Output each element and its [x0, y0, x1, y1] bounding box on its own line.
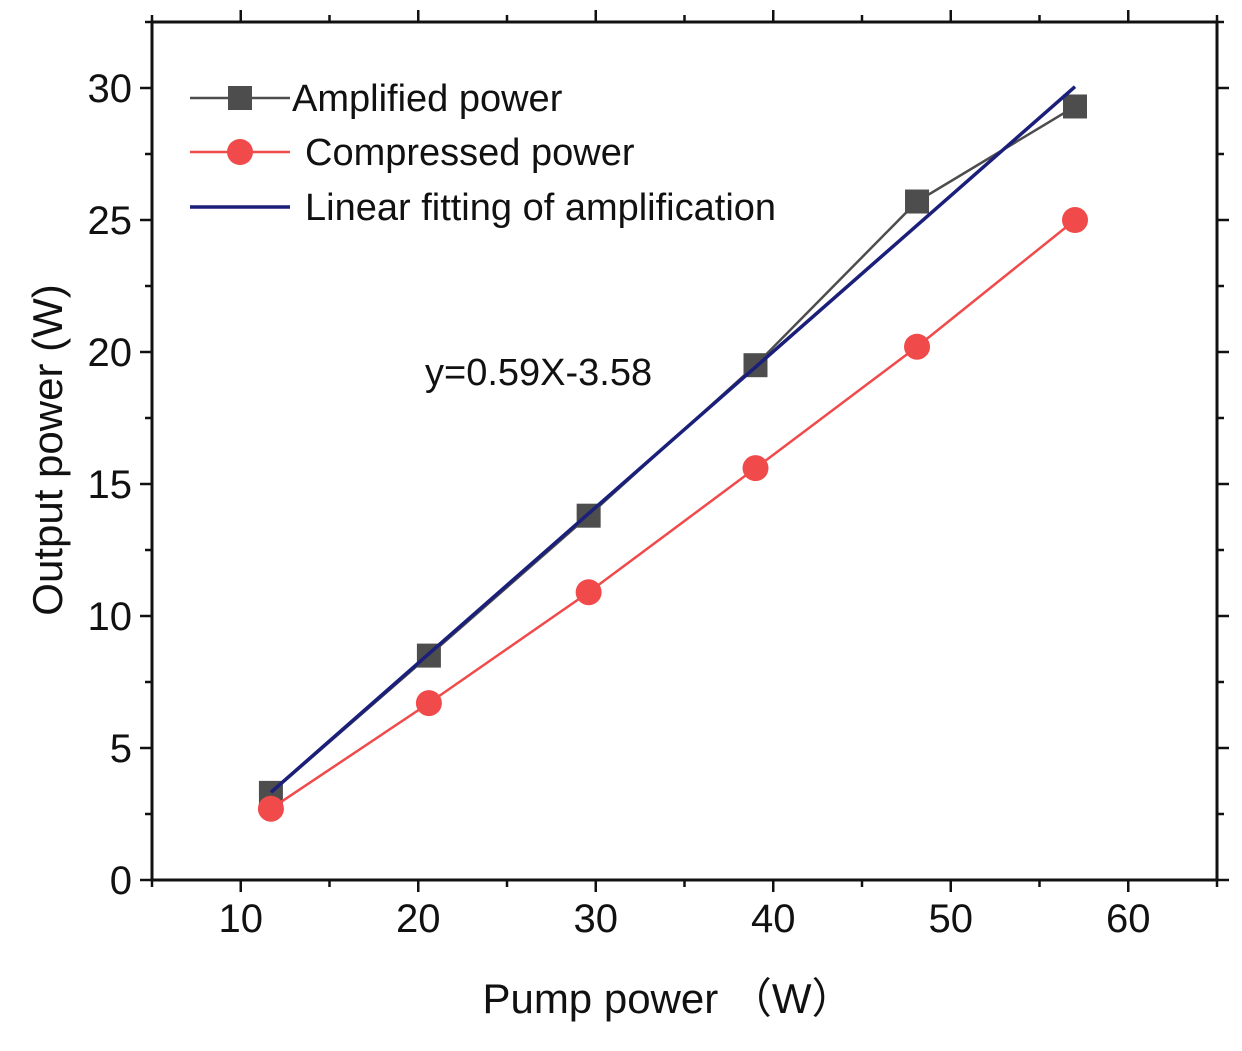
series-line: [269, 85, 1077, 794]
x-tick-label: 50: [929, 897, 974, 941]
legend: Amplified power Compressed power Linear fi…: [190, 78, 776, 229]
plot-frame: [150, 20, 1219, 882]
legend-item: Amplified power: [190, 78, 563, 120]
data-point-circle: [904, 333, 931, 360]
data-point-square: [1063, 94, 1087, 119]
x-tick-label: 60: [1106, 897, 1151, 941]
y-tick-labels: 0 5 10 15 20 25 30: [88, 67, 133, 903]
x-tick-label: 30: [574, 897, 619, 941]
x-axis-title: Pump power （W）: [482, 975, 853, 1022]
y-tick-label: 5: [110, 727, 132, 771]
data-point-circle: [415, 690, 442, 717]
legend-label: Amplified power: [292, 78, 563, 120]
data-point-circle: [257, 795, 284, 822]
data-point-circle: [742, 455, 769, 482]
y-tick-label: 20: [88, 331, 133, 375]
series-line: [270, 219, 1076, 810]
data-point-circle: [575, 579, 602, 606]
legend-circle-marker: [227, 139, 253, 165]
y-tick-label: 10: [88, 595, 133, 639]
fit-equation-annotation: y=0.59X-3.58: [425, 352, 652, 394]
x-tick-label: 20: [396, 897, 441, 941]
legend-square-marker: [228, 86, 252, 110]
y-tick-label: 25: [88, 199, 133, 243]
data-point-square: [905, 189, 930, 214]
y-axis-title: Output power (W): [24, 284, 71, 615]
axis-ticks: [140, 10, 1229, 892]
x-tick-label: 40: [751, 897, 796, 941]
legend-item: Compressed power: [190, 132, 635, 174]
y-tick-label: 15: [88, 463, 133, 507]
y-tick-label: 0: [110, 859, 132, 903]
series-2: [257, 207, 1088, 822]
series-3: [269, 85, 1077, 794]
legend-label: Linear fitting of amplification: [305, 187, 776, 229]
x-tick-labels: 10 20 30 40 50 60: [219, 897, 1151, 941]
legend-label: Compressed power: [305, 132, 635, 174]
legend-item: Linear fitting of amplification: [190, 187, 776, 229]
y-tick-label: 30: [88, 67, 133, 111]
data-point-circle: [1062, 207, 1088, 233]
x-tick-label: 10: [219, 897, 264, 941]
series-layer: [257, 85, 1088, 822]
